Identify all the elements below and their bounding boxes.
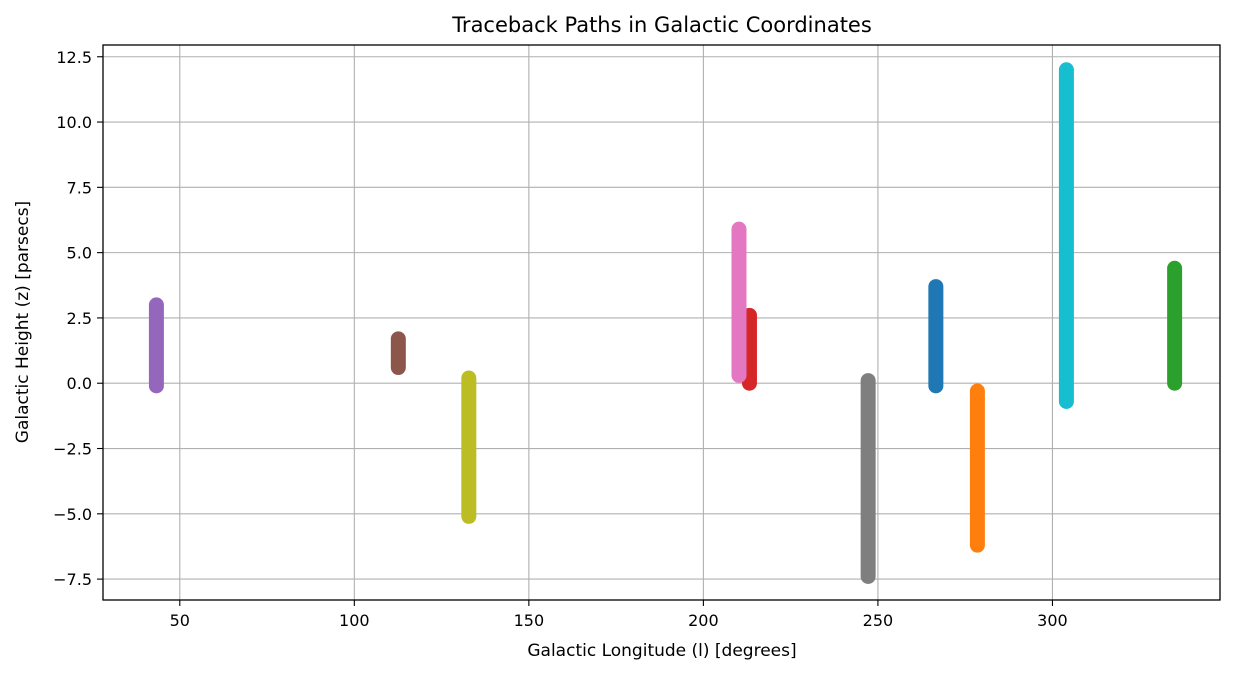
y-axis-label: Galactic Height (z) [parsecs]	[13, 201, 33, 443]
y-tick-label: 7.5	[67, 178, 92, 197]
ticks: 50 100 150 200 250 300 −7.5 −5.0 −2.5 0.0 2.5 5.0 7.…	[53, 48, 1068, 630]
x-tick-label: 250	[863, 611, 894, 630]
y-tick-label: 0.0	[67, 374, 92, 393]
x-tick-label: 100	[339, 611, 370, 630]
y-tick-label: −7.5	[53, 570, 92, 589]
grid	[103, 45, 1220, 600]
x-axis-label: Galactic Longitude (l) [degrees]	[527, 641, 796, 661]
y-tick-label: 2.5	[67, 309, 92, 328]
y-tick-label: −5.0	[53, 505, 92, 524]
x-tick-label: 300	[1037, 611, 1068, 630]
plot-frame	[102, 44, 1221, 601]
y-tick-label: 5.0	[67, 244, 92, 263]
y-tick-label: 10.0	[56, 113, 92, 132]
x-tick-label: 200	[688, 611, 719, 630]
chart-title: Traceback Paths in Galactic Coordinates	[451, 13, 872, 37]
y-tick-label: 12.5	[56, 48, 92, 67]
x-tick-label: 50	[170, 611, 190, 630]
y-tick-label: −2.5	[53, 440, 92, 459]
series-layer	[148, 62, 1183, 584]
x-tick-label: 150	[514, 611, 545, 630]
